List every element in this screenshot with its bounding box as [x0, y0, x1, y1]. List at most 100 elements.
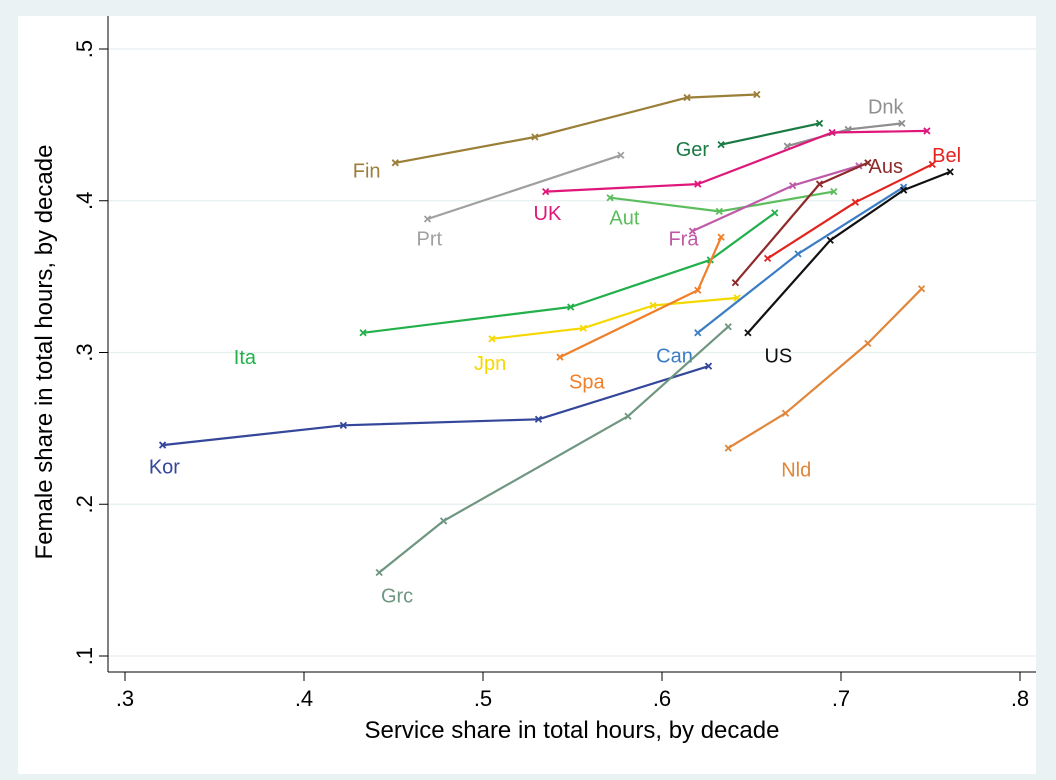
- data-point: [828, 128, 836, 137]
- y-tick-label: .4: [72, 192, 97, 210]
- data-point: [606, 194, 614, 202]
- data-point: [158, 441, 167, 449]
- data-point: [542, 188, 550, 196]
- series-aut: Aut: [606, 188, 838, 229]
- series: Fin Dnk Ger Prt UK Aut Fra Aus Bel Ita Jpn Spa Can US…: [149, 90, 961, 607]
- series-label: US: [764, 346, 792, 368]
- data-point: [688, 227, 697, 235]
- data-point: [753, 90, 761, 99]
- series-aus: Aus: [731, 156, 903, 287]
- data-point: [717, 233, 725, 241]
- series-line: [162, 365, 709, 447]
- x-tick-label: .3: [116, 686, 134, 711]
- data-point: [917, 285, 926, 293]
- data-point: [731, 279, 740, 287]
- data-point: [771, 209, 779, 217]
- series-ita: Ita: [234, 209, 779, 369]
- data-point: [534, 415, 543, 423]
- data-point: [423, 215, 432, 223]
- series-label: Jpn: [474, 353, 506, 375]
- series-prt: Prt: [417, 151, 625, 251]
- series-bel: Bel: [763, 145, 961, 263]
- series-fin: Fin: [353, 90, 761, 182]
- data-point: [715, 207, 723, 216]
- y-axis-label: Female share in total hours, by decade: [31, 145, 58, 560]
- series-line: [727, 288, 923, 450]
- data-point: [567, 303, 575, 311]
- plot-background: [18, 16, 1036, 774]
- series-label: Nld: [781, 459, 811, 481]
- data-point: [724, 323, 732, 331]
- series-label: Fra: [668, 229, 699, 251]
- series-label: Spa: [569, 371, 605, 393]
- data-point: [815, 180, 824, 188]
- data-point: [724, 444, 732, 452]
- series-label: Ita: [234, 347, 257, 369]
- data-point: [830, 188, 838, 196]
- data-point: [789, 181, 797, 190]
- y-tick-label: .1: [72, 647, 97, 665]
- data-point: [359, 329, 367, 337]
- data-point: [339, 421, 348, 429]
- data-point: [488, 335, 496, 343]
- data-point: [923, 127, 931, 135]
- data-point: [556, 353, 564, 361]
- series-us: US: [744, 168, 954, 368]
- data-point: [694, 180, 702, 188]
- x-tick-label: .5: [474, 686, 492, 711]
- data-point: [391, 159, 399, 167]
- data-point: [704, 362, 713, 370]
- y-tick-label: .2: [72, 495, 97, 513]
- series-line: [747, 170, 951, 334]
- data-point: [864, 339, 872, 348]
- series-label: Fin: [353, 160, 381, 182]
- series-label: Grc: [381, 585, 413, 607]
- data-point: [439, 517, 448, 525]
- series-fra: Fra: [668, 162, 863, 251]
- series-can: Can: [656, 183, 908, 368]
- axes: [107, 16, 1036, 673]
- series-dnk: Dnk: [783, 97, 906, 150]
- data-point: [694, 286, 702, 294]
- data-point: [815, 119, 824, 127]
- series-label: UK: [534, 203, 562, 225]
- series-jpn: Jpn: [474, 294, 741, 375]
- series-label: Dnk: [868, 97, 905, 119]
- data-point: [794, 250, 802, 258]
- data-point: [898, 119, 906, 127]
- data-point: [744, 329, 752, 337]
- series-label: Aut: [609, 207, 639, 229]
- data-point: [717, 140, 725, 149]
- data-point: [781, 409, 790, 417]
- data-point: [617, 151, 625, 159]
- series-label: Aus: [869, 156, 903, 178]
- data-point: [946, 168, 954, 176]
- y-tick-label: .5: [72, 40, 97, 58]
- x-tick-label: .6: [653, 686, 671, 711]
- series-label: Prt: [417, 229, 443, 251]
- data-point: [683, 93, 691, 102]
- data-point: [624, 412, 632, 420]
- data-point: [763, 254, 772, 263]
- series-line: [378, 325, 729, 574]
- data-point: [900, 186, 908, 194]
- series-label: Bel: [932, 145, 961, 167]
- series-label: Can: [656, 346, 693, 368]
- series-grc: Grc: [375, 323, 732, 607]
- series-label: Ger: [676, 139, 710, 161]
- data-point: [928, 160, 936, 168]
- y-tick-label: .3: [72, 343, 97, 361]
- y-ticks: .1 .2 .3 .4 .5: [72, 40, 108, 665]
- data-point: [649, 301, 657, 310]
- series-label: Kor: [149, 456, 180, 478]
- series-nld: Nld: [724, 285, 926, 481]
- series-uk: UK: [534, 127, 931, 225]
- data-point: [864, 159, 872, 167]
- series-spa: Spa: [556, 233, 725, 393]
- series-kor: Kor: [149, 362, 713, 478]
- x-tick-label: .8: [1011, 686, 1029, 711]
- series-ger: Ger: [676, 119, 824, 161]
- series-line: [427, 154, 622, 221]
- series-line: [545, 129, 927, 193]
